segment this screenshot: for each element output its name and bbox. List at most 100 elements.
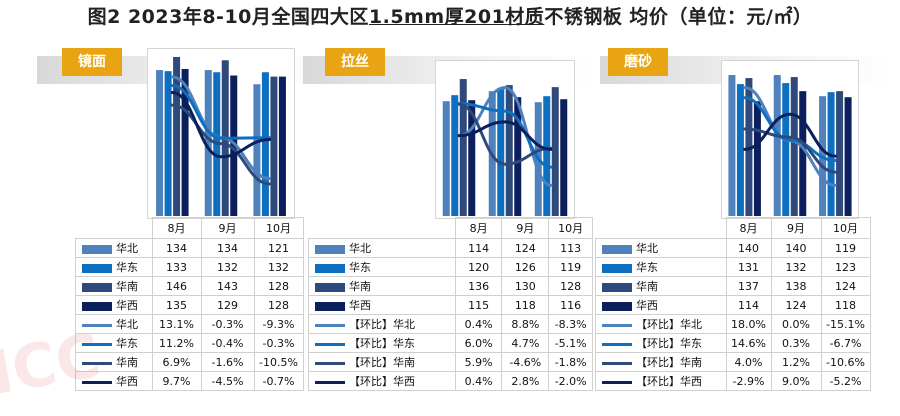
value-cell: -0.3% [253,333,304,353]
series-name: 华南 [349,280,371,293]
value-cell: 135 [151,295,202,315]
legend-cell: 华南 [75,276,153,296]
series-name: 华东 [349,261,371,274]
value-cell: 128 [253,276,304,296]
legend-cell: 【环比】华南 [308,352,456,372]
value-cell: 118 [820,295,871,315]
value-cell: -4.5% [200,371,255,391]
table-row: 华西 9.7% -4.5% -0.7% [75,371,304,391]
panel-frosted: 磨砂 8月 9月 10月 华北 140 140 119 华东 131 132 123 华南 137 138… [595,48,890,410]
series-name: 【环比】华东 [349,337,415,350]
bar-0-3-2 [278,76,286,216]
table-row: 华南 137 138 124 [595,276,871,296]
legend-cell: 华东 [308,257,456,277]
legend-swatch-icon [602,263,632,273]
table-corner [76,218,153,239]
table-row: 华西 114 124 118 [595,295,871,315]
series-name: 【环比】华东 [636,337,702,350]
bar-1-1-0 [451,95,459,216]
table-row: 华南 146 143 128 [75,276,304,296]
bar-2-2-2 [836,91,844,216]
legend-cell: 华西 [75,295,153,315]
legend-swatch-icon [315,301,345,311]
mom-line-2-2 [743,127,837,174]
mom-line-2-1 [743,96,837,163]
bar-0-3-1 [230,75,238,216]
value-cell: 0.0% [770,314,822,334]
bar-1-1-2 [543,96,551,216]
legend-swatch-icon [602,282,632,292]
series-name: 华北 [349,242,371,255]
value-cell: 131 [725,257,772,277]
value-cell: 120 [454,257,503,277]
legend-swatch-icon [82,301,112,311]
legend-cell: 华西 [308,295,456,315]
value-cell: 137 [725,276,772,296]
legend-swatch-icon [82,244,112,254]
value-cell: 124 [820,276,871,296]
value-cell: 114 [454,238,503,258]
mom-line-1-2 [457,102,553,166]
table-row: 华北 114 124 113 [308,238,593,258]
value-cell: 0.4% [454,314,503,334]
value-cell: -8.3% [548,314,593,334]
value-cell: 9.7% [151,371,202,391]
month-header: 10月 [253,217,304,239]
value-cell: -4.6% [501,352,550,372]
value-cell: -6.7% [820,333,871,353]
value-cell: 128 [253,295,304,315]
value-cell: 134 [200,238,255,258]
legend-swatch-icon [315,244,345,254]
mom-line-0-1 [170,84,272,140]
panel-brushed: 拉丝 8月 9月 10月 华北 114 124 113 华东 120 126 119 华南 136 130… [303,48,593,410]
bar-2-2-0 [745,78,753,216]
value-cell: 6.0% [454,333,503,353]
month-header: 10月 [548,217,593,239]
bar-0-0-2 [253,84,261,216]
value-cell: -1.6% [200,352,255,372]
legend-line-icon [82,342,112,346]
legend-cell: 华南 [308,276,456,296]
series-name: 华北 [636,242,658,255]
value-cell: -1.8% [548,352,593,372]
series-name: 【环比】华南 [349,356,415,369]
chart-svg [728,75,852,216]
table-row: 华北 134 134 121 [75,238,304,258]
legend-swatch-icon [82,263,112,273]
legend-swatch-icon [602,301,632,311]
table-row: 【环比】华北 18.0% 0.0% -15.1% [595,314,871,334]
legend-line-icon [82,323,112,327]
legend-line-icon [602,380,632,384]
bar-0-0-0 [156,70,164,216]
bar-2-1-0 [736,84,744,216]
legend-line-icon [315,361,345,365]
value-cell: 132 [770,257,822,277]
value-cell: -2.9% [725,371,772,391]
value-cell: 140 [770,238,822,258]
value-cell: 118 [501,295,550,315]
value-cell: -0.7% [253,371,304,391]
table-row: 华东 120 126 119 [308,257,593,277]
series-name: 华西 [636,299,658,312]
value-cell: 134 [151,238,202,258]
table-row: 华东 133 132 132 [75,257,304,277]
chart-svg [156,57,286,217]
chart-area [147,48,295,219]
bar-0-3-0 [181,68,189,216]
legend-line-icon [602,361,632,365]
value-cell: -15.1% [820,314,871,334]
series-name: 【环比】华北 [636,318,702,331]
legend-line-icon [82,361,112,365]
bar-2-3-2 [844,97,852,216]
value-cell: 140 [725,238,772,258]
data-table: 8月 9月 10月 华北 114 124 113 华东 120 126 119 华南 136 130 128… [308,217,593,391]
value-cell: 130 [501,276,550,296]
value-cell: 113 [548,238,593,258]
value-cell: 18.0% [725,314,772,334]
bar-2-3-1 [799,91,807,216]
table-row: 【环比】华南 5.9% -4.6% -1.8% [308,352,593,372]
value-cell: -0.3% [200,314,255,334]
value-cell: 124 [501,238,550,258]
bar-2-0-1 [773,75,781,216]
legend-swatch-icon [315,263,345,273]
